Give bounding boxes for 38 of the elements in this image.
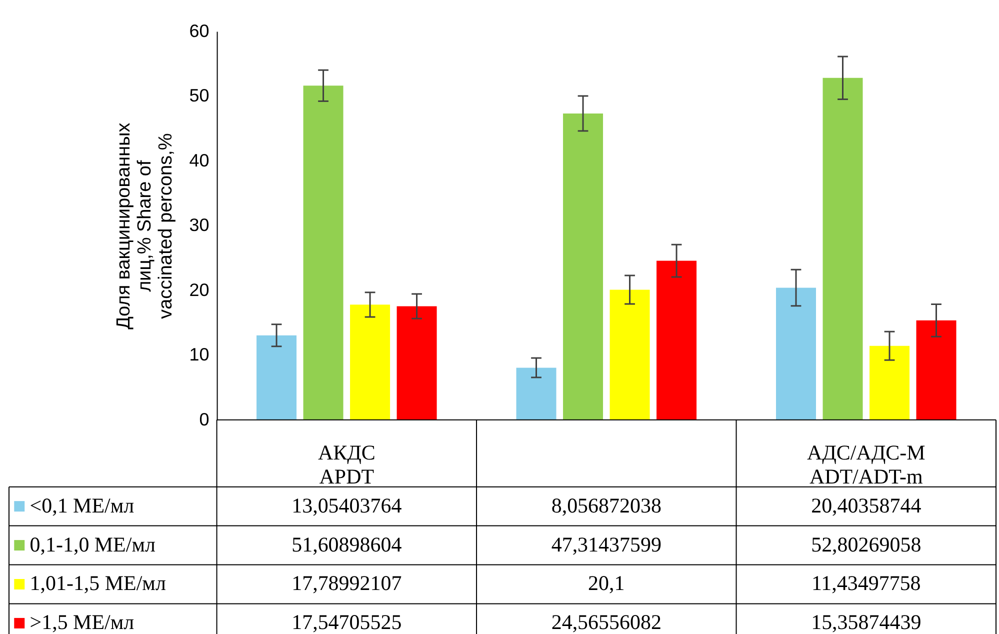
bar	[563, 113, 604, 420]
y-tick-label: 30	[189, 215, 210, 236]
data-label: 52,80269058	[811, 532, 922, 556]
bar	[870, 346, 910, 420]
legend-label: 1,01-1,5 МЕ/мл	[30, 571, 166, 596]
bar	[256, 335, 297, 420]
x-tick-label: АКДС APDT	[318, 440, 376, 488]
data-label: 8,056872038	[551, 493, 662, 518]
data-label: 13,05403764	[292, 493, 402, 518]
bar	[396, 306, 437, 420]
data-label: 15,35874439	[811, 610, 922, 634]
bar	[656, 260, 697, 420]
y-axis-title: Доля вакцинированных лиц,% Share of vaccinated percons,%	[113, 122, 176, 330]
data-label: 20,1	[588, 571, 625, 596]
bar	[822, 78, 863, 420]
bar	[610, 290, 650, 420]
bar	[916, 320, 956, 420]
data-label: 51,60898604	[292, 532, 402, 556]
y-tick-label: 20	[189, 280, 210, 300]
y-tick-label: 40	[189, 150, 210, 170]
y-tick-label: 50	[189, 86, 210, 106]
bar	[303, 86, 344, 420]
bar	[776, 288, 816, 420]
y-tick-label: 0	[199, 409, 210, 430]
y-tick-label: 60	[189, 20, 210, 41]
data-label: 20,40358744	[811, 493, 922, 518]
data-label: 17,78992107	[292, 571, 402, 596]
x-tick-label: АДС/АДС-М ADT/ADT-m	[806, 440, 926, 488]
legend-label: 0,1-1,0 МЕ/мл	[30, 532, 156, 556]
data-label: 11,43497758	[811, 571, 921, 596]
y-tick-label: 10	[189, 344, 210, 365]
data-label: 47,31437599	[551, 532, 662, 556]
legend-label: <0,1 МЕ/мл	[30, 493, 134, 518]
bar	[350, 304, 390, 420]
legend-label: >1,5 МЕ/мл	[30, 610, 134, 634]
bar	[516, 368, 556, 420]
data-label: 17,54705525	[292, 610, 402, 634]
data-label: 24,56556082	[551, 610, 662, 634]
